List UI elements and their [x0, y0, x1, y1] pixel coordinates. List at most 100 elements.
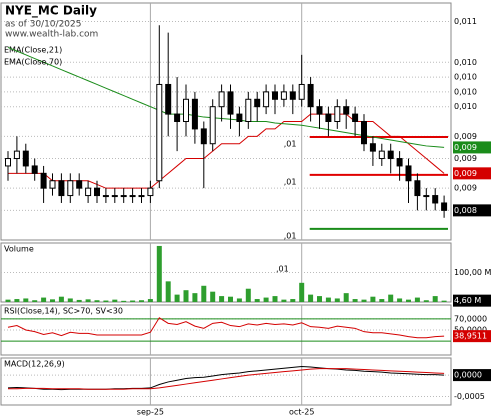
volume-bar [281, 299, 287, 302]
y-tick-label: 0,010 [454, 58, 477, 67]
indicator-line [7, 317, 445, 339]
candle-body [289, 91, 296, 100]
volume-bar [423, 300, 429, 302]
last-value-box [453, 294, 491, 307]
candle-body [85, 187, 92, 197]
candle-body [316, 106, 323, 115]
volume-bar [361, 299, 367, 302]
y-tick-label: 70,0000 [454, 314, 487, 323]
candle-body [361, 121, 367, 145]
candle-body [147, 187, 154, 197]
candle-body [40, 172, 47, 189]
y-tick-label: 0,010 [454, 87, 477, 96]
volume-bar [183, 290, 189, 302]
candle-body [67, 180, 74, 197]
pane-title: MACD(12,26,9) [4, 360, 65, 369]
volume-bar [112, 299, 118, 302]
candle-body [165, 83, 172, 115]
y-tick-label: 0,010 [454, 102, 477, 111]
candle-body [191, 98, 198, 130]
x-tick-label: oct-25 [289, 408, 315, 417]
last-value-box [453, 204, 491, 217]
volume-bar [370, 296, 376, 302]
y-tick-label: 50,0000 [454, 326, 487, 335]
candle-body [111, 195, 118, 198]
candle-body [120, 195, 127, 198]
pane-frame [0, 2, 452, 241]
volume-bar [5, 299, 11, 302]
volume-bar [219, 296, 225, 302]
last-value-label: 38,9511 [454, 332, 487, 341]
candle-body [263, 91, 270, 108]
chart-title: NYE_MC Daily [5, 4, 97, 19]
candle-body [31, 165, 38, 174]
candle-body [343, 106, 350, 115]
candle-body [396, 158, 403, 167]
y-tick-label: 0,011 [454, 17, 477, 26]
volume-bar [32, 300, 38, 302]
last-value-label: 0,008 [454, 206, 477, 215]
level-label: ,01 [284, 177, 297, 186]
y-tick-label: 0,009 [454, 154, 477, 163]
volume-bar [236, 298, 242, 302]
volume-bar [165, 281, 171, 302]
volume-bar [325, 297, 331, 302]
volume-bar [41, 297, 47, 302]
volume-bar [299, 282, 305, 302]
volume-bar [290, 299, 296, 302]
candle-body [49, 180, 56, 189]
last-value-label: 0,009 [454, 169, 477, 178]
volume-bar [192, 293, 198, 302]
candle-body [58, 180, 65, 197]
candle-body [156, 83, 163, 182]
indicator-line [8, 368, 445, 390]
candle-body [414, 180, 421, 197]
candle-body [245, 98, 252, 122]
volume-bar [103, 300, 109, 302]
volume-bar [254, 299, 260, 302]
last-value-box [453, 141, 491, 154]
candle-body [13, 150, 20, 160]
volume-bar [76, 299, 82, 302]
chart-subtitle: as of 30/10/2025 [5, 20, 81, 30]
y-tick-label: 0,010 [454, 73, 477, 82]
candle-body [183, 98, 189, 122]
candle-body [352, 113, 359, 122]
candle-body [334, 106, 341, 122]
volume-bar [228, 296, 233, 302]
candle-body [236, 113, 243, 122]
last-value-label: 4,60 M [454, 296, 481, 305]
volume-bar [50, 299, 55, 302]
volume-bar [245, 288, 251, 302]
pane-title: Volume [4, 245, 34, 254]
y-tick-label: 100,00 M [454, 268, 492, 277]
candle-body [94, 187, 100, 197]
volume-bar [308, 294, 314, 302]
volume-bar [317, 296, 322, 302]
volume-bar [139, 300, 144, 302]
candle-body [227, 91, 234, 115]
level-label: ,01 [284, 140, 297, 149]
x-tick-label: sep-25 [137, 408, 164, 417]
candle-body [423, 195, 430, 198]
candle-body [307, 83, 314, 108]
annotation: ,01 [276, 265, 289, 274]
candle-body [280, 91, 287, 100]
last-value-box [453, 330, 491, 343]
candle-body [200, 128, 207, 145]
volume-bar [263, 297, 269, 302]
candle-body [102, 195, 109, 198]
volume-bar [352, 299, 358, 302]
last-value-label: 0,0000 [454, 371, 482, 380]
chart-source: www.wealth-lab.com [5, 30, 98, 40]
volume-bar [414, 297, 420, 302]
candle-body [22, 150, 29, 167]
volume-bar [406, 299, 411, 302]
candle-body [254, 98, 261, 108]
volume-bar [388, 294, 394, 302]
volume-bar [156, 245, 162, 302]
volume-bar [23, 298, 29, 302]
pane-frame [0, 357, 452, 406]
candle-body [298, 83, 305, 100]
